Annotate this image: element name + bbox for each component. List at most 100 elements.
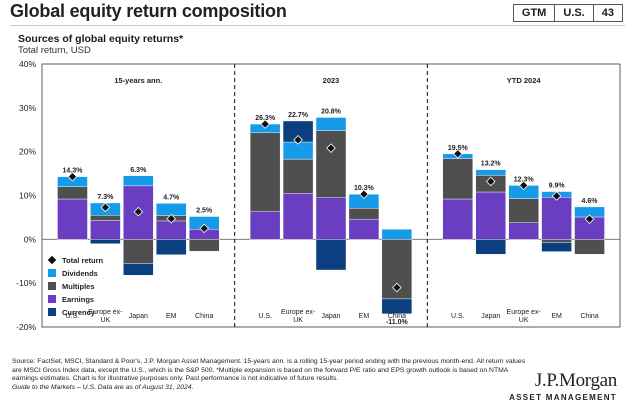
earnings-bar: [508, 222, 539, 240]
dividends-bar: [123, 175, 154, 187]
total-return-label: 4.7%: [163, 194, 180, 201]
tab-gtm[interactable]: GTM: [514, 5, 556, 21]
total-return-label: 9.9%: [549, 183, 566, 190]
tab-us[interactable]: U.S.: [555, 5, 594, 21]
x-category-label: Japan: [481, 313, 500, 320]
page-number: 43: [601, 7, 614, 19]
legend-dividends-swatch: [48, 269, 56, 277]
total-return-marker: [359, 189, 369, 199]
x-category-label: U.S.: [451, 313, 465, 320]
legend-total-return-icon: [47, 255, 57, 265]
legend-earnings-swatch: [48, 295, 56, 303]
x-category-label: UK: [293, 317, 303, 324]
panel-title: 2023: [323, 76, 340, 85]
footnote-text: Source: FactSet, MSCI, Standard & Poor's…: [12, 358, 526, 383]
total-return-marker: [392, 282, 402, 293]
x-category-label: Japan: [321, 313, 340, 320]
x-category-label: Europe ex-: [88, 309, 123, 316]
earnings-bar: [348, 218, 380, 240]
total-return-label: 20.8%: [321, 108, 342, 115]
y-tick-label: 40%: [19, 59, 36, 69]
currency-bar: [475, 239, 506, 255]
earnings-bar: [475, 191, 506, 240]
dividends-bar: [156, 203, 187, 216]
earnings-bar: [156, 220, 187, 240]
total-return-label: -11.0%: [386, 319, 409, 326]
multiples-bar: [249, 132, 281, 212]
total-return-label: 4.6%: [582, 198, 599, 205]
total-return-marker: [67, 171, 78, 182]
total-return-marker: [452, 149, 463, 159]
equity-return-chart: -20% -10% 0% 10% 20% 30% 40% 15-years ann. 14.3%…: [16, 59, 621, 332]
brand-name: J.P.Morgan: [534, 370, 617, 391]
total-return-marker: [100, 202, 111, 213]
legend-multiples-swatch: [48, 282, 56, 290]
currency-bar: [90, 239, 121, 244]
dividends-bar: [315, 117, 347, 131]
total-return-marker: [199, 223, 210, 234]
footnote: Source: FactSet, MSCI, Standard & Poor's…: [12, 358, 527, 392]
multiples-bar: [442, 158, 473, 200]
x-category-label: UK: [101, 317, 111, 324]
legend-label: Dividends: [62, 269, 98, 278]
multiples-bar: [57, 186, 88, 200]
multiples-bar: [282, 158, 314, 194]
multiples-bar: [123, 239, 154, 264]
x-category-label: Europe ex-: [281, 309, 316, 316]
earnings-bar: [315, 197, 347, 240]
x-category-label: China: [195, 313, 213, 320]
total-return-marker: [485, 176, 496, 187]
total-return-marker: [293, 135, 303, 145]
total-return-label: 26.3%: [255, 115, 276, 122]
brand-division: ASSET MANAGEMENT: [509, 393, 617, 402]
chart-subtitle: Sources of global equity returns*: [18, 33, 184, 45]
y-tick-label: 0%: [24, 234, 37, 244]
legend-currency-swatch: [48, 308, 56, 316]
earnings-bar: [282, 193, 314, 240]
title-divider: [10, 25, 625, 26]
multiples-bar: [541, 239, 572, 243]
earnings-bar: [57, 198, 88, 240]
panel-title: 15-years ann.: [114, 76, 162, 85]
plot-frame: [41, 63, 621, 328]
total-return-marker: [133, 206, 144, 217]
x-category-label: China: [580, 313, 598, 320]
total-return-marker: [260, 119, 270, 129]
multiples-bar: [188, 239, 220, 252]
total-return-marker: [551, 191, 562, 201]
multiples-bar: [90, 215, 121, 221]
x-category-label: EM: [166, 313, 177, 320]
currency-bar: [541, 242, 572, 252]
earnings-bar: [90, 220, 121, 240]
dividends-bar: [381, 229, 413, 240]
jpmorgan-logo: J.P.Morgan ASSET MANAGEMENT: [509, 370, 617, 402]
currency-bar: [381, 298, 413, 315]
legend-label: Earnings: [62, 295, 94, 304]
legend-label: Total return: [62, 256, 104, 265]
total-return-label: 7.3%: [97, 194, 114, 201]
multiples-bar: [508, 198, 539, 223]
y-tick-label: -20%: [16, 322, 36, 332]
x-category-label: Europe ex-: [507, 309, 542, 316]
x-category-label: EM: [551, 313, 562, 320]
multiples-bar: [348, 208, 380, 220]
multiples-bar: [574, 239, 605, 255]
y-tick-label: 10%: [19, 191, 36, 201]
total-return-label: 10.3%: [354, 185, 375, 192]
currency-bar: [315, 239, 347, 271]
total-return-label: 13.2%: [481, 161, 502, 168]
total-return-marker: [584, 214, 595, 224]
dividends-bar: [475, 169, 506, 176]
x-category-label: China: [388, 313, 406, 320]
footnote-guide: Guide to the Markets – U.S. Data are as …: [12, 383, 194, 391]
total-return-label: 6.3%: [130, 167, 147, 174]
x-category-label: Japan: [129, 313, 148, 320]
chart-unit-label: Total return, USD: [18, 45, 91, 56]
total-return-label: 12.3%: [514, 176, 535, 183]
y-tick-label: 30%: [19, 103, 36, 113]
currency-bar: [156, 239, 187, 255]
y-tick-label: -10%: [16, 278, 36, 288]
y-tick-label: 20%: [19, 147, 36, 157]
earnings-bar: [249, 211, 281, 240]
x-category-label: UK: [519, 317, 529, 324]
